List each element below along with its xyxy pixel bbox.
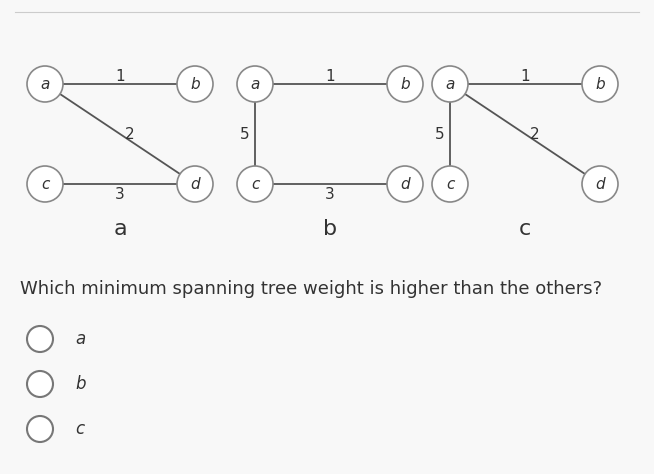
Circle shape [582, 66, 618, 102]
Text: b: b [323, 219, 337, 239]
Circle shape [27, 371, 53, 397]
Text: 5: 5 [435, 127, 445, 142]
Text: c: c [446, 176, 454, 191]
Text: a: a [113, 219, 127, 239]
Circle shape [582, 166, 618, 202]
Circle shape [387, 66, 423, 102]
Text: 1: 1 [115, 69, 125, 83]
Circle shape [177, 166, 213, 202]
Circle shape [27, 326, 53, 352]
Circle shape [432, 166, 468, 202]
Text: c: c [75, 420, 84, 438]
Text: d: d [190, 176, 200, 191]
Text: a: a [41, 76, 50, 91]
Circle shape [27, 66, 63, 102]
Circle shape [387, 166, 423, 202]
Text: 2: 2 [530, 127, 540, 142]
Text: d: d [595, 176, 605, 191]
Text: b: b [400, 76, 410, 91]
Text: a: a [75, 330, 85, 348]
Text: d: d [400, 176, 410, 191]
Circle shape [237, 166, 273, 202]
Circle shape [237, 66, 273, 102]
Circle shape [27, 416, 53, 442]
Circle shape [27, 166, 63, 202]
Text: b: b [190, 76, 200, 91]
Text: 5: 5 [240, 127, 250, 142]
Text: 1: 1 [520, 69, 530, 83]
Text: 3: 3 [325, 186, 335, 201]
Circle shape [432, 66, 468, 102]
Text: c: c [251, 176, 259, 191]
Text: b: b [75, 375, 86, 393]
Text: b: b [595, 76, 605, 91]
Text: 3: 3 [115, 186, 125, 201]
Text: Which minimum spanning tree weight is higher than the others?: Which minimum spanning tree weight is hi… [20, 280, 602, 298]
Text: c: c [519, 219, 531, 239]
Circle shape [177, 66, 213, 102]
Text: a: a [250, 76, 260, 91]
Text: c: c [41, 176, 49, 191]
Text: a: a [445, 76, 455, 91]
Text: 1: 1 [325, 69, 335, 83]
Text: 2: 2 [125, 127, 135, 142]
